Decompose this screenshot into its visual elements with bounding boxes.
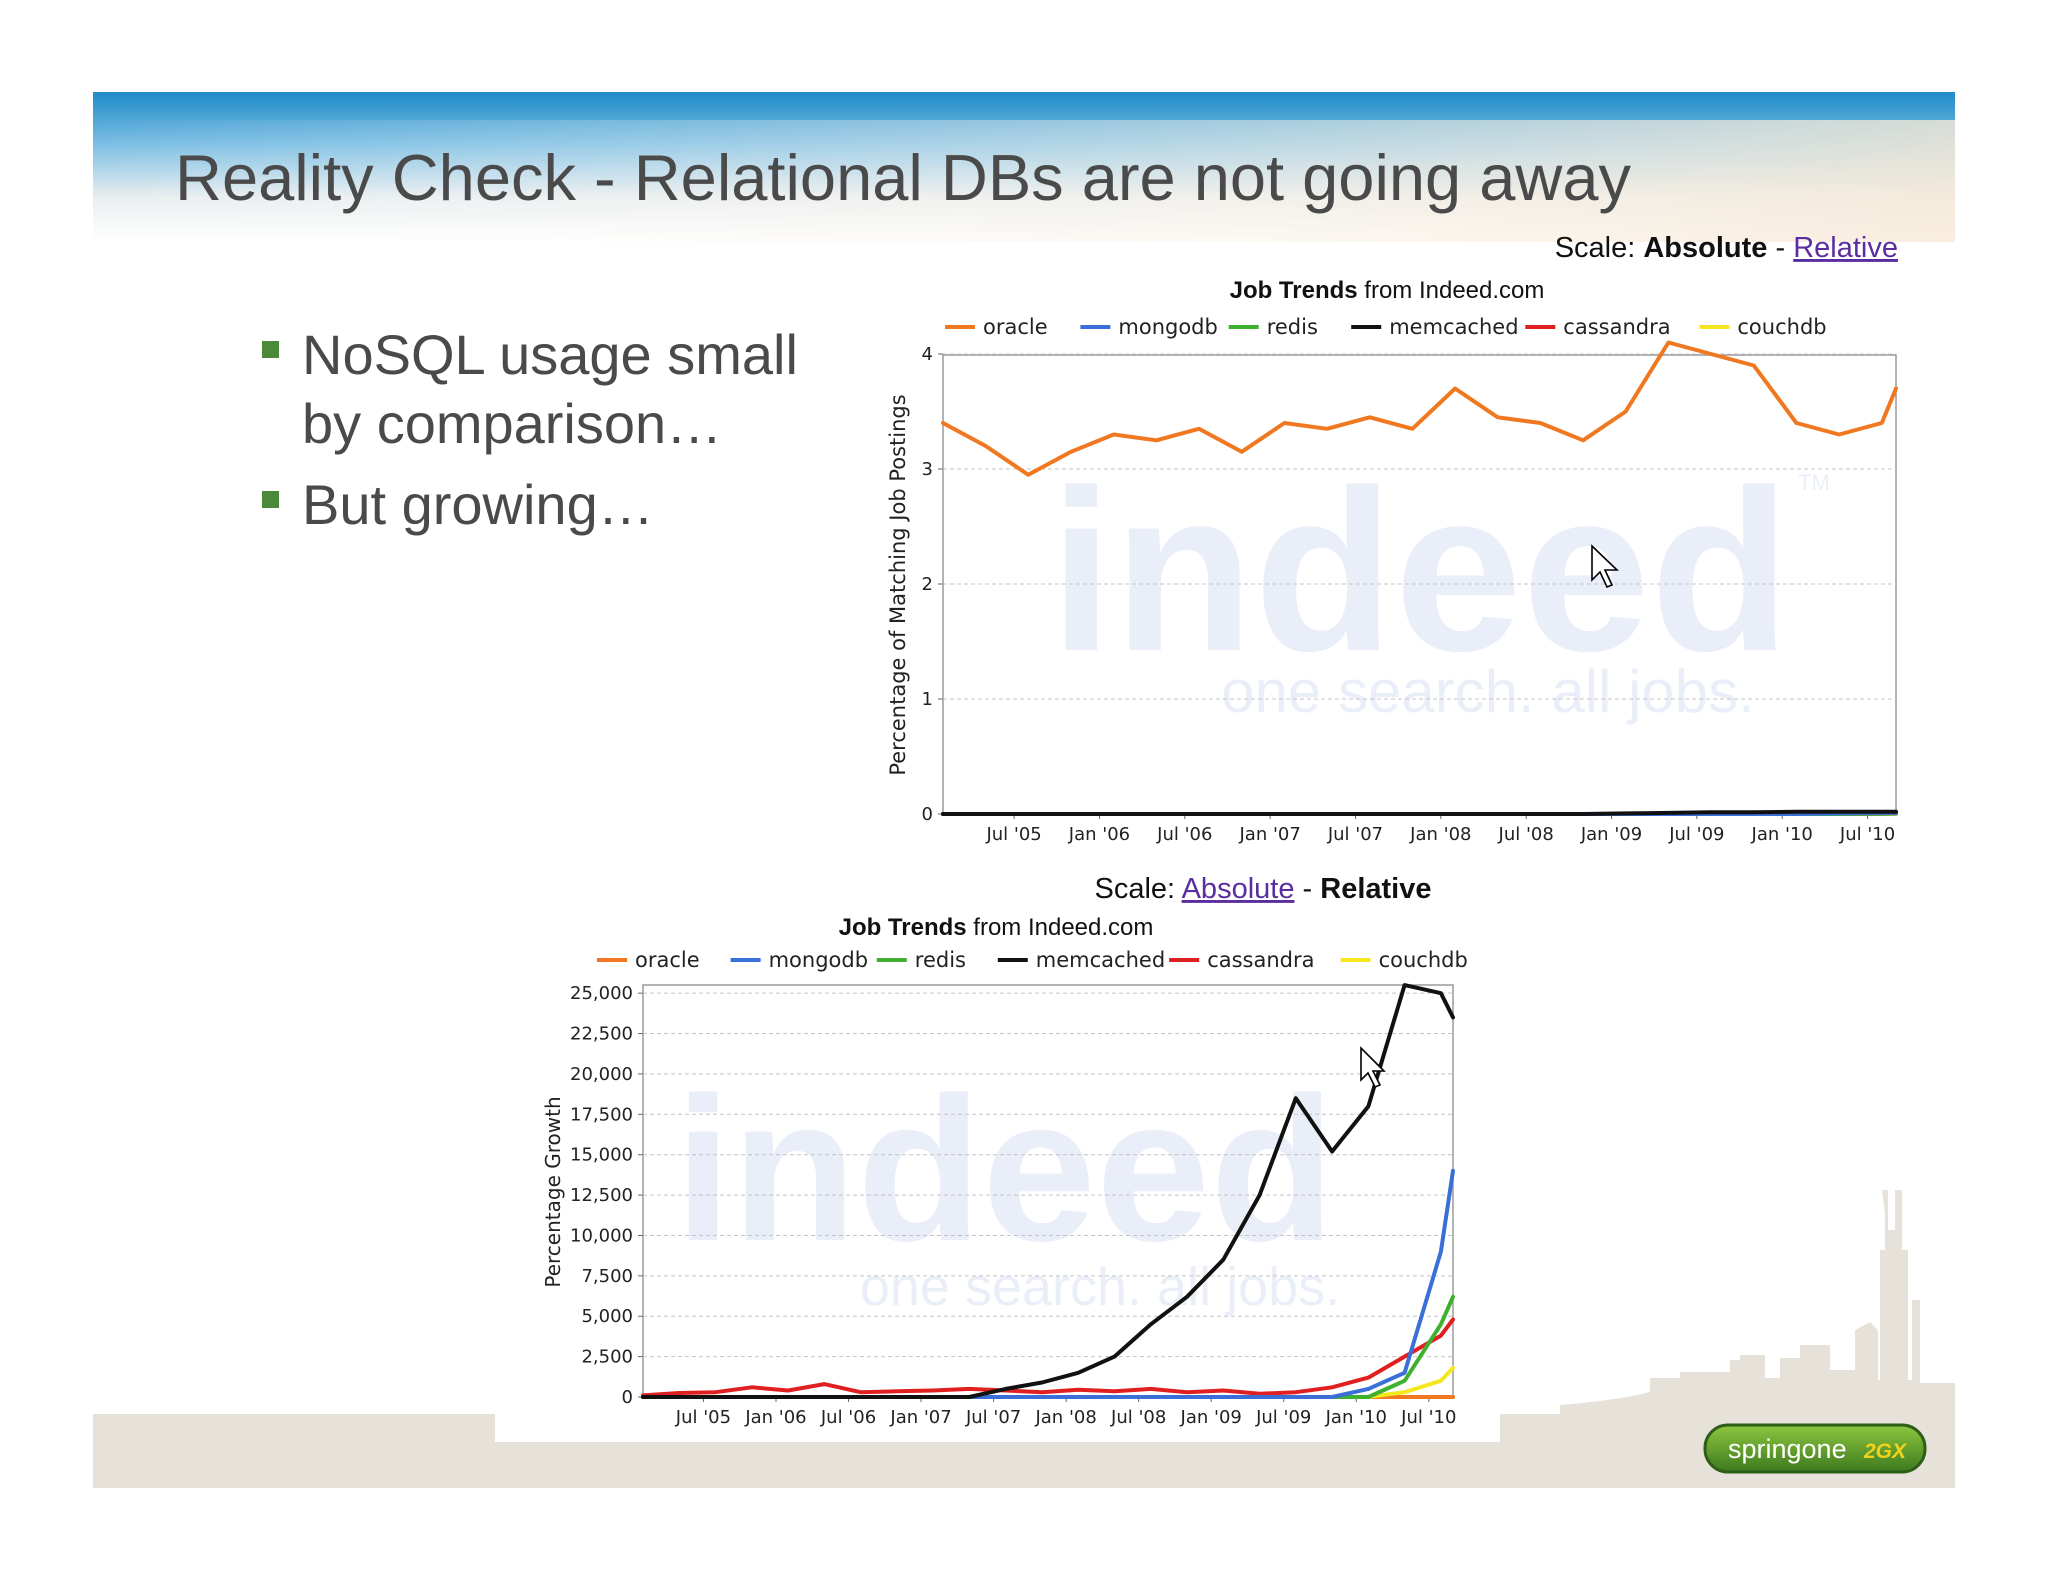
svg-text:indeed: indeed [1049,442,1790,699]
x-tick-label: Jul '07 [1327,824,1383,845]
x-tick-label: Jul '07 [965,1407,1021,1428]
scale-absolute-active: Absolute [1643,232,1767,264]
svg-text:indeed: indeed [675,1055,1336,1284]
y-tick-label: 5,000 [581,1306,633,1327]
y-tick-label: 25,000 [570,983,633,1004]
legend-label-couchdb: couchdb [1379,948,1468,972]
svg-text:one search. all jobs.: one search. all jobs. [860,1257,1340,1317]
bullet-list: NoSQL usage small by comparison… But gro… [262,323,798,536]
chart-title: Job Trends from Indeed.com [1230,277,1545,304]
x-tick-label: Jan '10 [1325,1407,1387,1428]
y-tick-label: 0 [922,804,933,825]
y-tick-label: 10,000 [570,1225,633,1246]
x-tick-label: Jan '06 [744,1407,806,1428]
bullet-marker [262,491,279,508]
x-tick-label: Jul '06 [820,1407,876,1428]
chart-title: Job Trends from Indeed.com [839,914,1154,941]
y-tick-label: 17,500 [570,1104,633,1125]
series-line-memcached [641,983,1455,1399]
x-tick-label: Jan '07 [1238,824,1300,845]
x-tick-label: Jan '08 [1409,824,1471,845]
x-tick-label: Jan '10 [1751,824,1813,845]
plot-area [942,354,1897,816]
x-axis-ticks: Jul '05 Jan '06 Jul '06 Jan '07 Jul '07 Jan '… [985,814,1895,845]
x-tick-label: Jan '09 [1580,824,1642,845]
series-lines [941,340,1898,816]
x-tick-label: Jul '10 [1839,824,1895,845]
bullet-2-line-1: But growing… [302,473,654,536]
mouse-cursor-icon [1591,544,1619,589]
series-line-cassandra [641,1317,1455,1398]
x-tick-label: Jan '07 [889,1407,951,1428]
bullet-1-line-2: by comparison… [302,392,722,455]
scale-selector: Scale: Absolute - Relative [1555,232,1898,264]
svg-text:TM: TM [1798,470,1830,495]
bullet-1-line-1: NoSQL usage small [302,323,798,386]
svg-text:one search. all jobs.: one search. all jobs. [1221,658,1755,725]
legend-label-redis: redis [915,948,966,972]
y-tick-label: 7,500 [581,1266,633,1287]
y-tick-label: 12,500 [570,1185,633,1206]
series-line-oracle [941,340,1898,477]
y-tick-label: 0 [622,1387,633,1408]
legend-label-couchdb: couchdb [1737,315,1826,339]
chart-legend: oracle mongodb redis memcached cassandra couc… [597,948,1468,972]
logo-text: springone [1728,1434,1847,1464]
mouse-cursor-icon [1360,1046,1386,1089]
chart-legend: oracle mongodb redis memcached cassandra couc… [945,315,1827,339]
scale-selector: Scale: Absolute - Relative [1095,873,1432,905]
x-tick-label: Jul '10 [1400,1407,1456,1428]
springone-2gx-logo: springone 2GX [1703,1423,1927,1474]
x-tick-label: Jul '08 [1110,1407,1166,1428]
y-axis-label: Percentage Growth [541,1096,565,1287]
legend-label-redis: redis [1267,315,1318,339]
y-tick-label: 4 [922,344,933,365]
y-axis-ticks: 0 1 2 3 4 [922,344,943,825]
legend-label-oracle: oracle [635,948,700,972]
job-trends-absolute-chart: Scale: Absolute - Relative Job Trends fr… [886,232,1898,845]
y-tick-label: 15,000 [570,1145,633,1166]
indeed-watermark: indeed one search. all jobs. TM [1049,442,1829,725]
legend-label-memcached: memcached [1389,315,1518,339]
plot-area [642,984,1454,1398]
x-tick-label: Jul '05 [985,824,1041,845]
bullet-marker [262,341,279,358]
x-tick-label: Jul '06 [1156,824,1212,845]
scale-relative-active: Relative [1320,873,1431,905]
y-tick-label: 22,500 [570,1024,633,1045]
x-tick-label: Jul '09 [1255,1407,1311,1428]
y-tick-label: 1 [922,689,933,710]
y-tick-label: 3 [922,459,933,480]
x-tick-label: Jul '05 [675,1407,731,1428]
job-trends-relative-chart: Scale: Absolute - Relative Job Trends fr… [495,862,1500,1442]
scale-absolute-link[interactable]: Absolute [1182,873,1295,905]
scale-relative-link[interactable]: Relative [1793,232,1898,264]
logo-badge: 2GX [1863,1440,1908,1463]
x-tick-label: Jan '06 [1068,824,1130,845]
y-axis-label: Percentage of Matching Job Postings [886,394,910,775]
y-tick-label: 2 [922,574,933,595]
x-tick-label: Jul '09 [1668,824,1724,845]
x-tick-label: Jul '08 [1498,824,1554,845]
y-tick-label: 2,500 [581,1347,633,1368]
x-tick-label: Jan '08 [1034,1407,1096,1428]
x-tick-label: Jan '09 [1180,1407,1242,1428]
legend-label-cassandra: cassandra [1207,948,1314,972]
series-line-memcached [941,809,1898,816]
y-tick-label: 20,000 [570,1064,633,1085]
slide-title: Reality Check - Relational DBs are not g… [175,141,1631,214]
legend-label-mongodb: mongodb [1118,315,1217,339]
legend-label-memcached: memcached [1036,948,1165,972]
y-axis-ticks: 0 2,500 5,000 7,500 10,000 12,500 15,000 17,500… [570,983,643,1408]
legend-label-cassandra: cassandra [1563,315,1670,339]
series-lines [641,983,1455,1399]
legend-label-oracle: oracle [983,315,1048,339]
legend-label-mongodb: mongodb [769,948,868,972]
indeed-watermark: indeed one search. all jobs. [675,1055,1340,1317]
